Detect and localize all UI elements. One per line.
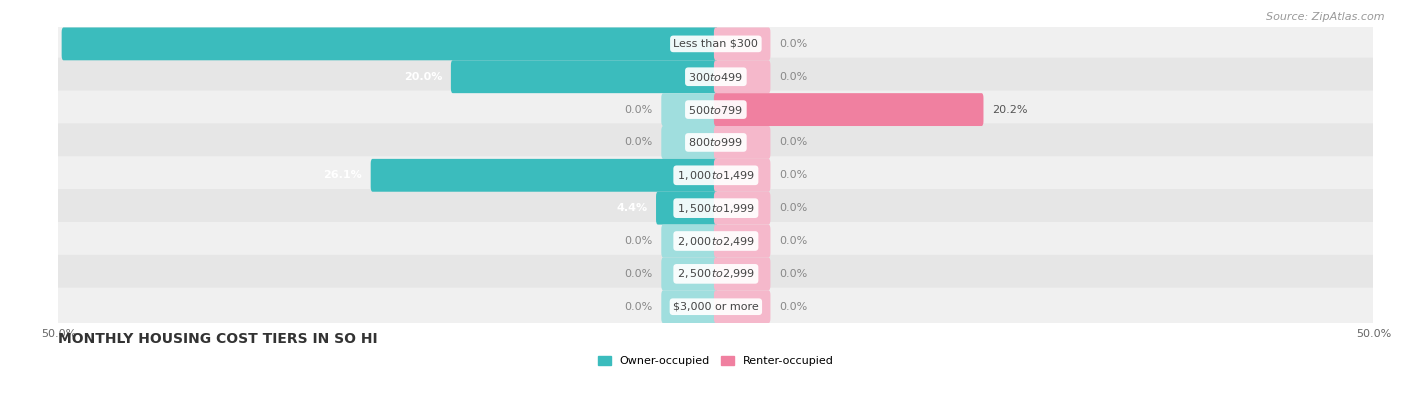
- FancyBboxPatch shape: [62, 27, 718, 60]
- Text: 26.1%: 26.1%: [323, 170, 363, 180]
- Text: 20.2%: 20.2%: [993, 105, 1028, 115]
- Text: 0.0%: 0.0%: [779, 170, 807, 180]
- Text: 0.0%: 0.0%: [624, 236, 652, 246]
- FancyBboxPatch shape: [714, 126, 770, 159]
- Text: 49.6%: 49.6%: [14, 39, 53, 49]
- FancyBboxPatch shape: [58, 255, 1375, 293]
- FancyBboxPatch shape: [58, 189, 1375, 227]
- FancyBboxPatch shape: [661, 93, 718, 126]
- FancyBboxPatch shape: [58, 156, 1375, 194]
- Text: Source: ZipAtlas.com: Source: ZipAtlas.com: [1267, 12, 1385, 22]
- FancyBboxPatch shape: [661, 290, 718, 323]
- FancyBboxPatch shape: [714, 192, 770, 225]
- Text: $800 to $999: $800 to $999: [689, 137, 744, 149]
- Text: $500 to $799: $500 to $799: [689, 104, 744, 116]
- FancyBboxPatch shape: [714, 290, 770, 323]
- Text: $2,000 to $2,499: $2,000 to $2,499: [676, 234, 755, 247]
- Text: 0.0%: 0.0%: [624, 105, 652, 115]
- FancyBboxPatch shape: [661, 126, 718, 159]
- Text: $2,500 to $2,999: $2,500 to $2,999: [676, 267, 755, 281]
- FancyBboxPatch shape: [714, 93, 983, 126]
- FancyBboxPatch shape: [714, 60, 770, 93]
- Text: 0.0%: 0.0%: [624, 302, 652, 312]
- Text: 0.0%: 0.0%: [624, 137, 652, 147]
- FancyBboxPatch shape: [451, 60, 718, 93]
- Text: $1,000 to $1,499: $1,000 to $1,499: [676, 169, 755, 182]
- Text: 0.0%: 0.0%: [779, 203, 807, 213]
- Text: 0.0%: 0.0%: [624, 269, 652, 279]
- FancyBboxPatch shape: [714, 257, 770, 290]
- Text: 0.0%: 0.0%: [779, 72, 807, 82]
- FancyBboxPatch shape: [714, 225, 770, 257]
- Text: $300 to $499: $300 to $499: [689, 71, 744, 83]
- Text: $3,000 or more: $3,000 or more: [673, 302, 759, 312]
- FancyBboxPatch shape: [58, 222, 1375, 260]
- FancyBboxPatch shape: [58, 90, 1375, 129]
- FancyBboxPatch shape: [58, 288, 1375, 326]
- FancyBboxPatch shape: [657, 192, 718, 225]
- FancyBboxPatch shape: [58, 58, 1375, 96]
- Text: $1,500 to $1,999: $1,500 to $1,999: [676, 202, 755, 215]
- FancyBboxPatch shape: [661, 257, 718, 290]
- Text: 0.0%: 0.0%: [779, 39, 807, 49]
- Text: 20.0%: 20.0%: [404, 72, 443, 82]
- Text: 0.0%: 0.0%: [779, 236, 807, 246]
- Text: 0.0%: 0.0%: [779, 137, 807, 147]
- FancyBboxPatch shape: [58, 123, 1375, 161]
- Text: 0.0%: 0.0%: [779, 302, 807, 312]
- FancyBboxPatch shape: [714, 159, 770, 192]
- Legend: Owner-occupied, Renter-occupied: Owner-occupied, Renter-occupied: [593, 352, 838, 371]
- FancyBboxPatch shape: [58, 25, 1375, 63]
- Text: 4.4%: 4.4%: [616, 203, 648, 213]
- FancyBboxPatch shape: [714, 27, 770, 60]
- Text: MONTHLY HOUSING COST TIERS IN SO HI: MONTHLY HOUSING COST TIERS IN SO HI: [59, 332, 378, 346]
- FancyBboxPatch shape: [661, 225, 718, 257]
- FancyBboxPatch shape: [371, 159, 718, 192]
- Text: 0.0%: 0.0%: [779, 269, 807, 279]
- Text: Less than $300: Less than $300: [673, 39, 758, 49]
